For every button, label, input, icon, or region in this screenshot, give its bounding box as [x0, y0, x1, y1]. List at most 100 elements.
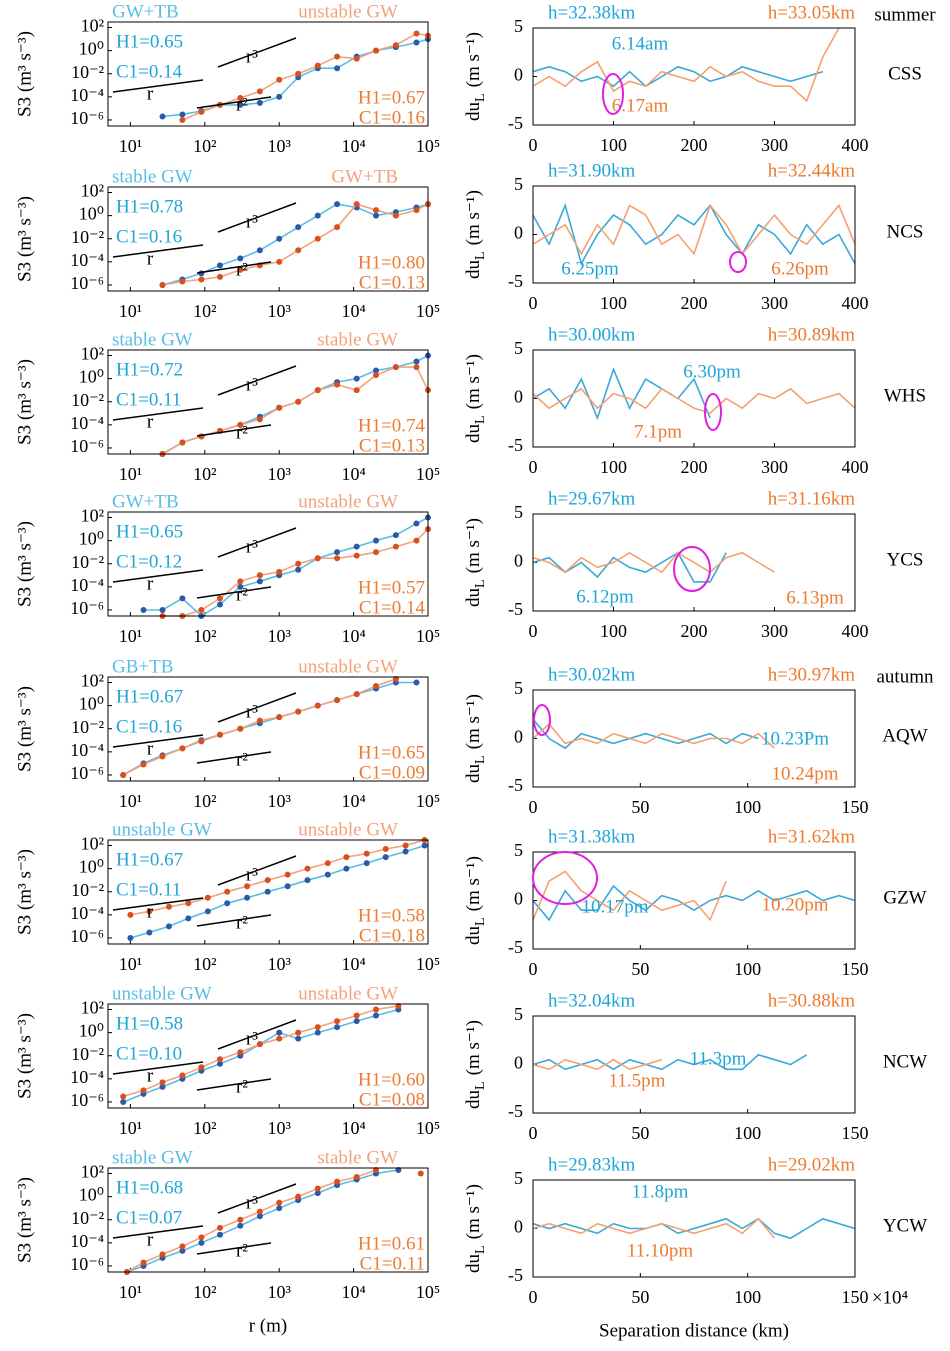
panel: 0 100 200 300 400 -5 0 5 h=30.00km h=30.89km 6.30p…: [463, 324, 926, 477]
data-point: [284, 883, 291, 890]
y-axis-label-main: du: [463, 763, 484, 783]
x-tick-label: 10²: [193, 1282, 216, 1302]
annotation: C1=0.18: [359, 925, 425, 946]
x-tick-label: 10¹: [119, 464, 142, 484]
annotation: H1=0.58: [116, 1013, 183, 1034]
series-label: stable GW: [317, 1147, 398, 1168]
station-label: YCS: [887, 549, 924, 570]
series-label: stable GW: [112, 1147, 193, 1168]
y-axis-label: S3 (m³ s⁻³): [14, 1013, 35, 1099]
x-axis-label: r (m): [249, 1315, 288, 1336]
series-label: GW+TB: [112, 1, 179, 22]
slope-reference: [196, 1242, 272, 1255]
x-tick-label: 10⁴: [341, 626, 365, 646]
highlight-circle: [704, 393, 722, 431]
annotation: 10.23Pm: [761, 728, 829, 749]
series-line: [532, 27, 840, 103]
series-line: [532, 367, 711, 421]
annotation: 6.17am: [612, 95, 669, 116]
y-tick-label: 10²: [81, 671, 104, 691]
y-tick-label: 10⁻⁶: [70, 598, 104, 618]
data-point: [198, 1239, 205, 1246]
y-axis-label-unit: (m s⁻¹): [463, 1020, 484, 1075]
highlight-circle: [602, 73, 624, 115]
panel: 0 100 200 300 400 -5 0 5 h=32.38km h=33.05km 6.14a…: [463, 2, 936, 155]
annotation: 6.12pm: [576, 586, 634, 607]
y-tick-label: 10⁻²: [71, 1044, 104, 1064]
data-point: [237, 1216, 244, 1223]
data-point: [276, 1199, 283, 1206]
y-tick-label: 10⁰: [79, 1185, 104, 1205]
data-point: [413, 207, 420, 214]
annotation: 10.20pm: [761, 894, 828, 915]
data-point: [120, 1098, 127, 1105]
y-tick-label: 10²: [81, 16, 104, 36]
y-tick-label: 10⁰: [79, 367, 104, 387]
data-point: [413, 537, 420, 544]
data-point: [402, 848, 409, 855]
y-axis-label-main: du: [463, 423, 484, 443]
annotation: H1=0.67: [116, 849, 183, 870]
data-point: [392, 364, 399, 371]
x-tick-label: 0: [529, 135, 538, 155]
data-point: [324, 860, 331, 867]
y-tick-label: 5: [514, 338, 523, 358]
x-tick-label: 10⁵: [416, 626, 440, 646]
panel: 0 50 100 150 -5 0 5 h=29.83km h=29.02km 11.8pm 11.…: [463, 1154, 927, 1341]
y-tick-label: 10⁻⁴: [70, 903, 104, 923]
series-line: [532, 387, 856, 414]
series-label: GB+TB: [112, 656, 173, 677]
annotation: C1=0.10: [116, 1043, 182, 1064]
annotation: C1=0.09: [359, 762, 425, 783]
data-point: [276, 258, 283, 265]
data-point: [120, 771, 127, 778]
y-axis-label-sub: L: [473, 1245, 488, 1254]
series-line: [532, 1053, 808, 1071]
data-point: [216, 262, 223, 269]
x-tick-label: 400: [842, 293, 869, 313]
data-point: [372, 372, 379, 379]
data-point: [295, 224, 302, 231]
series-line: [532, 884, 856, 922]
series-line: [143, 516, 429, 618]
station-label: WHS: [884, 385, 926, 406]
y-tick-label: 10⁰: [79, 39, 104, 59]
annotation: C1=0.13: [359, 435, 425, 456]
plot-area: [533, 28, 855, 125]
data-point: [284, 871, 291, 878]
plot-area: [108, 350, 428, 454]
annotation: C1=0.16: [116, 716, 182, 737]
x-tick-label: 150: [842, 1287, 869, 1307]
data-point: [314, 62, 321, 69]
annotation: r²: [236, 94, 248, 115]
data-point: [159, 1079, 166, 1086]
annotation: 6.25pm: [561, 258, 619, 279]
data-point: [324, 871, 331, 878]
data-point: [334, 697, 341, 704]
annotation: r²: [236, 422, 248, 443]
slope-reference: [217, 1019, 297, 1050]
data-point: [159, 1083, 166, 1090]
annotation: 10.17pm: [581, 896, 648, 917]
panel: 10¹ 10² 10³ 10⁴ 10⁵ 10⁻⁶ 10⁻⁴ 10⁻² 10⁰ 10² unstabl…: [14, 983, 440, 1138]
x-tick-label: 10⁴: [341, 791, 365, 811]
annotation: r²: [236, 259, 248, 280]
axes-box: [107, 676, 429, 782]
data-point: [353, 691, 360, 698]
data-point: [237, 421, 244, 428]
data-point: [185, 915, 192, 922]
series-label: stable GW: [112, 166, 193, 187]
annotation: H1=0.80: [358, 252, 425, 273]
data-point: [372, 537, 379, 544]
x-tick-label: 150: [842, 797, 869, 817]
plot-area: [108, 677, 428, 781]
data-point: [314, 235, 321, 242]
annotation: 6.14am: [612, 33, 669, 54]
series-label: unstable GW: [298, 819, 398, 840]
data-point: [343, 865, 350, 872]
x-tick-label: 100: [600, 293, 627, 313]
x-tick-label: 10²: [193, 626, 216, 646]
data-point: [402, 842, 409, 849]
y-axis-label-unit: (m s⁻¹): [463, 856, 484, 911]
y-tick-label: 10²: [81, 834, 104, 854]
